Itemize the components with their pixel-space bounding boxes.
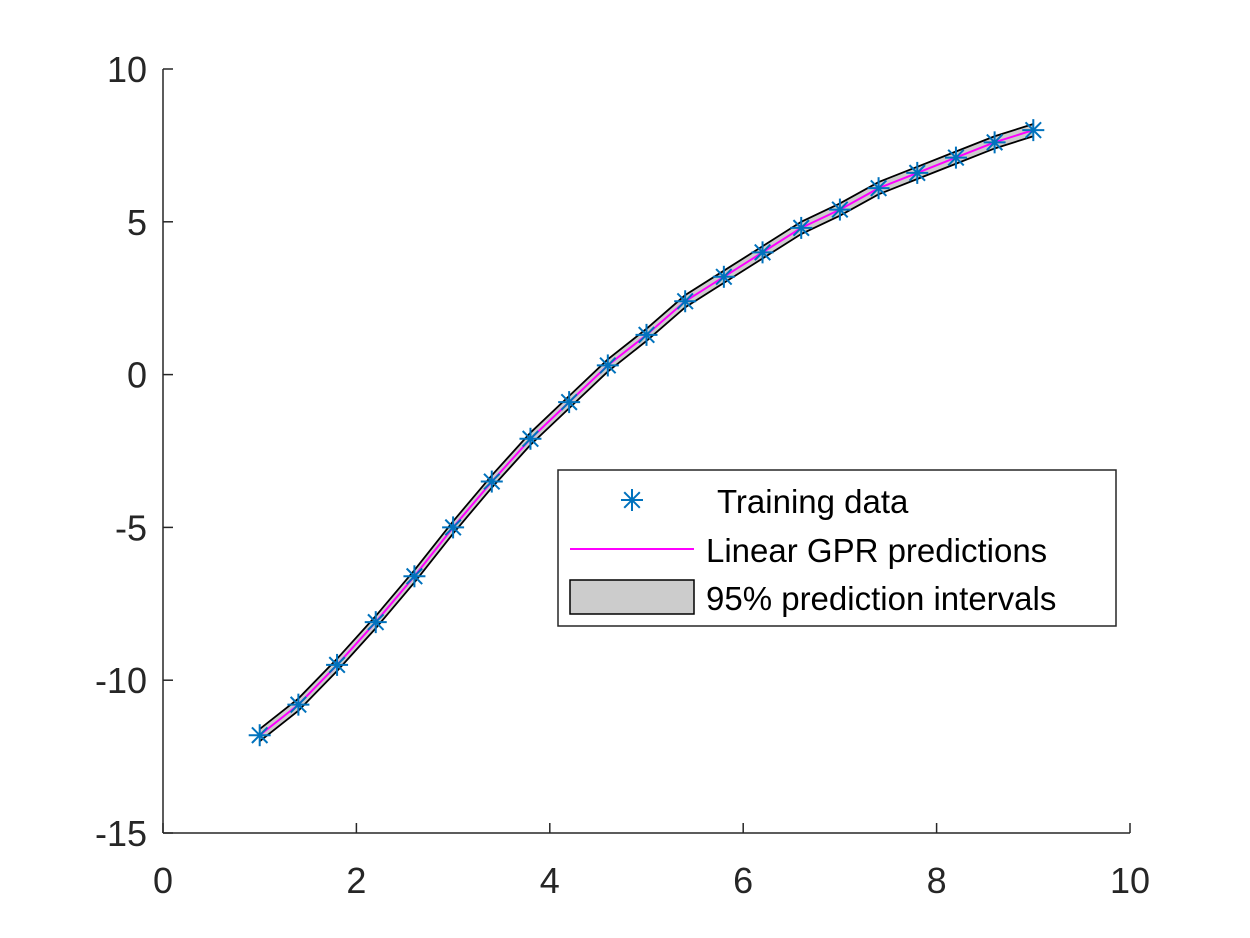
legend-interval-swatch xyxy=(569,579,695,615)
training-data-point xyxy=(596,354,619,377)
legend-training-data-label: Training data xyxy=(717,483,909,520)
y-tick-label: 10 xyxy=(107,49,147,90)
asterisk-stroke xyxy=(521,430,539,448)
training-data-point xyxy=(1022,119,1045,142)
prediction-interval-band xyxy=(259,124,1034,742)
training-data-point xyxy=(635,323,658,346)
y-tick-label: -15 xyxy=(95,813,147,854)
asterisk-stroke xyxy=(676,292,694,310)
x-tick-label: 2 xyxy=(346,860,366,901)
x-tick-label: 6 xyxy=(733,860,753,901)
training-data-point xyxy=(790,216,813,239)
asterisk-stroke xyxy=(792,219,810,237)
asterisk-stroke xyxy=(328,656,346,674)
training-data-point xyxy=(248,724,271,747)
asterisk-stroke xyxy=(754,243,772,261)
prediction-line-layer xyxy=(259,129,1034,736)
training-data-point xyxy=(867,177,890,200)
training-data-point xyxy=(944,146,967,169)
training-data-point xyxy=(442,516,465,539)
x-tick-label: 8 xyxy=(927,860,947,901)
asterisk-stroke xyxy=(870,179,888,197)
asterisk-stroke xyxy=(908,164,926,182)
axes: 0 2 4 6 8 10 -15 -10 -5 0 5 10 xyxy=(95,49,1150,901)
y-tick-label: -5 xyxy=(115,507,147,548)
asterisk-stroke xyxy=(638,326,655,344)
asterisk-stroke xyxy=(560,393,578,411)
y-tick-label: 5 xyxy=(127,202,147,243)
asterisk-stroke xyxy=(831,201,849,219)
x-tick-label: 4 xyxy=(540,860,560,901)
asterisk-stroke xyxy=(599,356,617,374)
training-data-point xyxy=(983,131,1006,154)
gpr-prediction-line xyxy=(259,129,1034,736)
x-tick-label: 0 xyxy=(153,860,173,901)
asterisk-stroke xyxy=(947,149,965,167)
asterisk-stroke xyxy=(367,613,385,631)
legend-prediction-line-label: Linear GPR predictions xyxy=(706,532,1047,569)
training-data-point xyxy=(364,611,387,634)
y-tick-label: 0 xyxy=(127,355,147,396)
asterisk-stroke xyxy=(405,567,423,585)
legend-interval-label: 95% prediction intervals xyxy=(706,580,1056,617)
asterisk-stroke xyxy=(623,491,641,509)
legend-training-data-marker xyxy=(621,489,643,511)
training-data-layer xyxy=(248,119,1045,747)
training-data-point xyxy=(287,693,310,716)
asterisk-stroke xyxy=(715,268,733,286)
asterisk-stroke xyxy=(1024,121,1042,139)
training-data-point xyxy=(326,653,349,676)
asterisk-stroke xyxy=(251,726,269,744)
asterisk-stroke xyxy=(483,473,501,491)
prediction-interval-upper-edge xyxy=(259,123,1034,730)
prediction-interval-layer xyxy=(259,123,1034,743)
x-tick-label: 10 xyxy=(1110,860,1150,901)
training-data-point xyxy=(674,290,697,313)
training-data-point xyxy=(403,565,426,588)
asterisk-stroke xyxy=(986,133,1004,151)
training-data-point xyxy=(519,427,542,450)
training-data-point xyxy=(558,391,581,414)
asterisk-stroke xyxy=(289,696,307,714)
training-data-point xyxy=(712,265,735,288)
training-data-point xyxy=(480,470,503,493)
training-data-point xyxy=(751,241,774,264)
training-data-point xyxy=(906,161,929,184)
legend: Training data Linear GPR predictions 95% p… xyxy=(557,469,1117,627)
y-tick-label: -10 xyxy=(95,660,147,701)
prediction-interval-lower-edge xyxy=(259,135,1034,743)
asterisk-stroke xyxy=(444,518,462,536)
training-data-point xyxy=(828,198,851,221)
